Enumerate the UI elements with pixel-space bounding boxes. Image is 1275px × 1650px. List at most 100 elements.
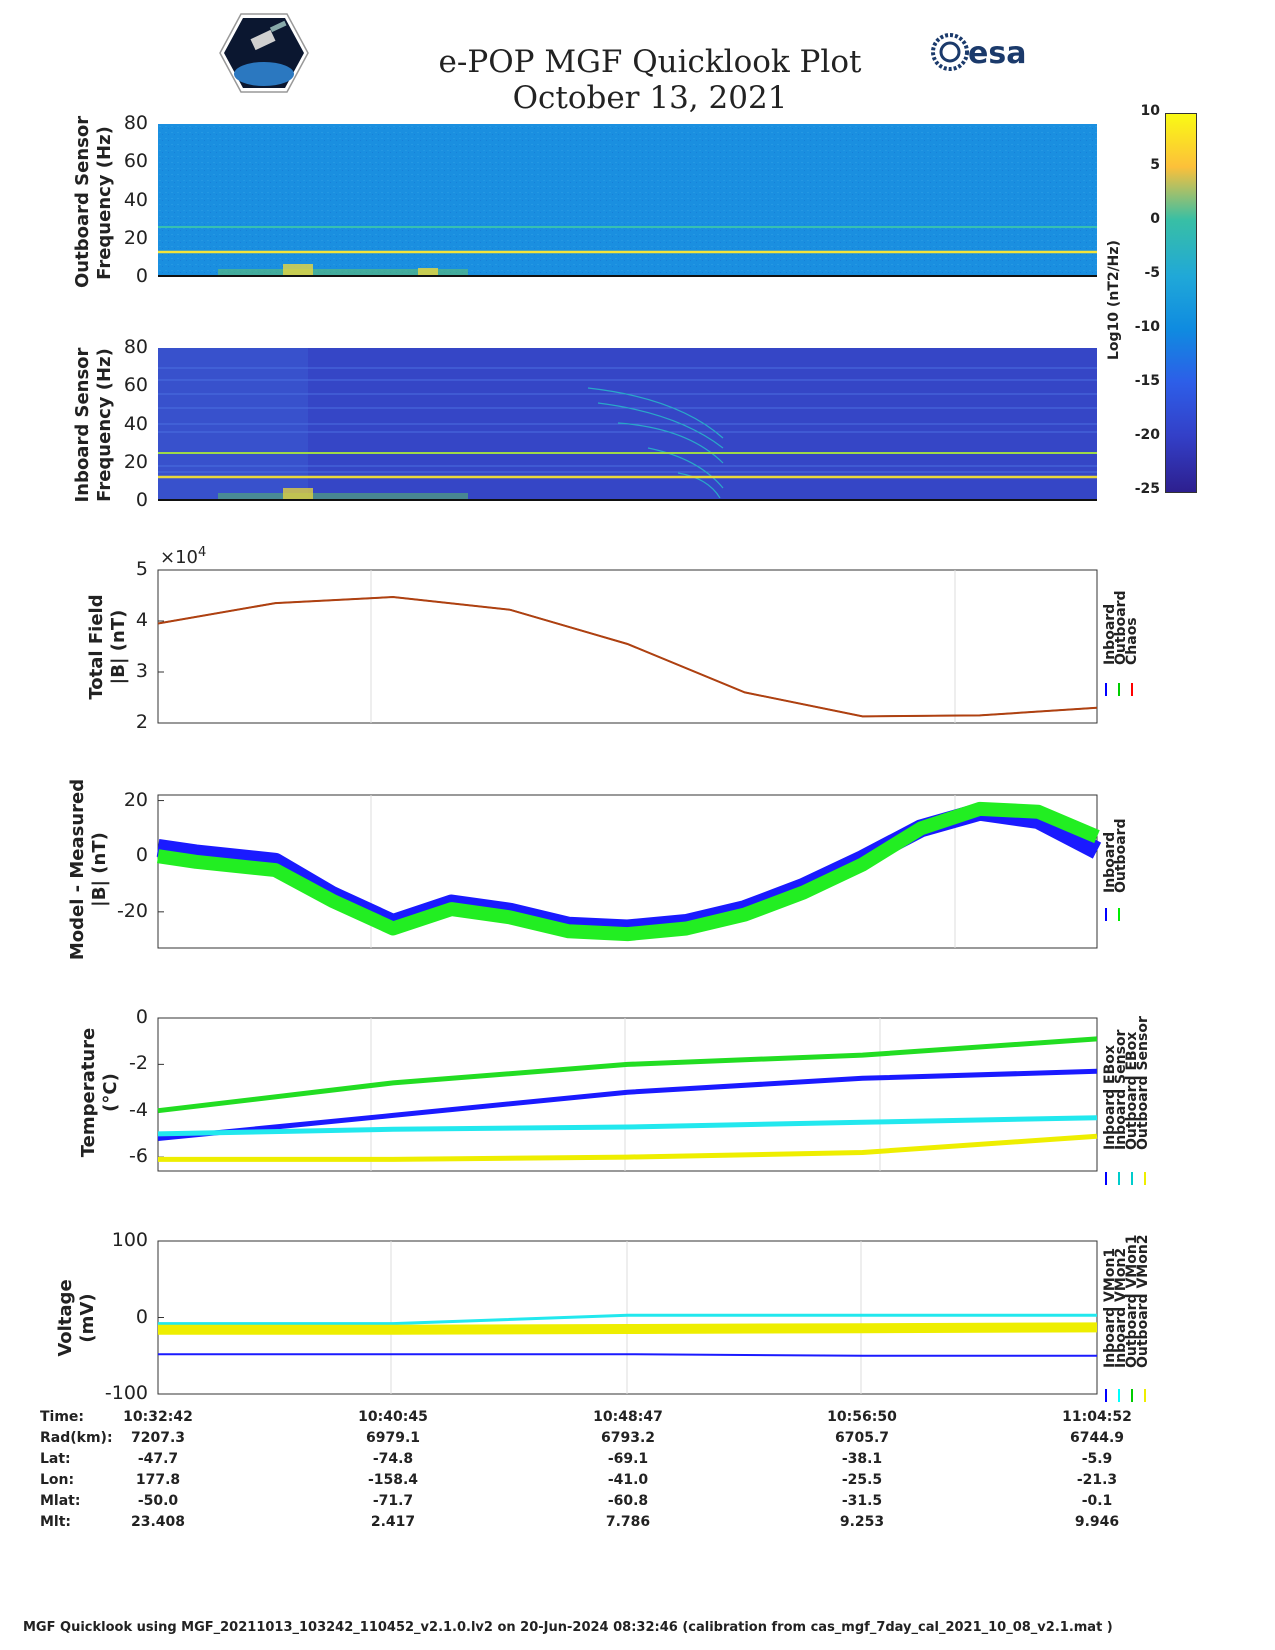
esa-logo: esa <box>930 30 1040 74</box>
temperature-panel <box>157 1017 1098 1172</box>
orbit-value: 10:32:42 <box>123 1409 193 1425</box>
ytick-label: 0 <box>135 1305 148 1328</box>
legend-swatch <box>1105 1389 1107 1402</box>
temperature-ylabel: Temperature (°C) <box>78 1027 121 1158</box>
orbit-value: -25.5 <box>841 1472 883 1488</box>
ytick-label: 40 <box>123 188 148 211</box>
orbit-value: 10:48:47 <box>593 1409 663 1425</box>
orbit-value: -38.1 <box>841 1451 883 1467</box>
orbit-value: 10:56:50 <box>827 1409 897 1425</box>
orbit-row-label: Time: <box>40 1409 85 1425</box>
ytick-label: -100 <box>104 1382 148 1404</box>
orbit-row-label: Mlt: <box>40 1514 72 1530</box>
ytick-label: 80 <box>123 336 148 358</box>
outboard-spectrogram <box>158 124 1097 277</box>
legend-swatch <box>1144 1172 1146 1185</box>
series-line-chaos <box>157 595 1098 718</box>
series-line-outboard-ebox <box>157 1115 1098 1137</box>
orbit-value: -5.9 <box>1081 1451 1113 1467</box>
ytick-label: -6 <box>129 1145 148 1168</box>
ytick-label: 0 <box>135 1006 148 1028</box>
legend-swatch <box>1118 908 1120 921</box>
total-field-exponent: ×104 <box>160 545 207 568</box>
orbit-value: 2.417 <box>370 1514 416 1530</box>
orbit-row-label: Rad(km): <box>40 1430 113 1446</box>
legend-label-outboard-vmon2: Outboard VMon2 <box>1135 1234 1151 1368</box>
orbit-value: -71.7 <box>372 1493 414 1509</box>
ytick-label: 80 <box>123 112 148 134</box>
cassiope-logo <box>218 12 310 94</box>
orbit-value: 10:40:45 <box>358 1409 428 1425</box>
model_measured-panel <box>156 794 1102 949</box>
total_field-axes-box <box>157 569 1098 724</box>
orbit-value: -158.4 <box>367 1472 419 1488</box>
orbit-value: -60.8 <box>607 1493 649 1509</box>
ytick-label: 20 <box>123 226 148 249</box>
voltage-ylabel: Voltage (mV) <box>55 1279 98 1357</box>
orbit-value: 6705.7 <box>834 1430 890 1446</box>
ytick-label: 4 <box>135 609 148 631</box>
ytick-label: 60 <box>123 150 148 173</box>
orbit-row-label: Mlat: <box>40 1493 81 1509</box>
plot-title-line1: e-POP MGF Quicklook Plot <box>438 44 862 80</box>
colorbar-tick: -20 <box>1134 427 1160 443</box>
orbit-value: 11:04:52 <box>1062 1409 1132 1425</box>
ytick-label: -20 <box>116 899 148 922</box>
orbit-value: -50.0 <box>137 1493 179 1509</box>
legend-label-outboard: Outboard <box>1113 818 1129 893</box>
orbit-value: -47.7 <box>137 1451 179 1467</box>
voltage-panel <box>157 1240 1098 1395</box>
orbit-value: -31.5 <box>841 1493 883 1509</box>
colorbar <box>1165 113 1197 493</box>
ytick-label: 20 <box>123 788 148 811</box>
plot-title-line2: October 13, 2021 <box>512 80 788 116</box>
orbit-value: 6793.2 <box>600 1430 656 1446</box>
legend-swatch <box>1131 1172 1133 1185</box>
esa-logo-text: esa <box>968 36 1026 71</box>
ytick-label: 40 <box>123 412 148 435</box>
series-line-outboard-sensor <box>158 1133 1098 1162</box>
legend-swatch <box>1118 1389 1120 1402</box>
orbit-value: 6979.1 <box>365 1430 421 1446</box>
ytick-label: 0 <box>135 844 148 867</box>
series-band-outboard <box>156 801 1100 942</box>
legend-swatch <box>1131 683 1133 696</box>
outboard-spectrogram-svg <box>158 124 1097 277</box>
orbit-value: 23.408 <box>130 1514 186 1530</box>
colorbar-tick: 10 <box>1140 103 1160 119</box>
orbit-value: 7.786 <box>605 1514 651 1530</box>
legend-label-outboard-sensor: Outboard Sensor <box>1135 1016 1151 1150</box>
ytick-label: -2 <box>129 1052 148 1075</box>
ytick-label: 3 <box>135 660 148 682</box>
legend-swatch <box>1105 908 1107 921</box>
series-line-inboard-sensor <box>157 1068 1098 1141</box>
orbit-value: 9.253 <box>839 1514 885 1530</box>
colorbar-tick: -5 <box>1144 265 1160 281</box>
series-line-inboard-vmon2 <box>158 1313 1097 1326</box>
legend-swatch <box>1105 683 1107 696</box>
orbit-value: -74.8 <box>372 1451 414 1467</box>
orbit-value: -69.1 <box>607 1451 649 1467</box>
orbit-value: -21.3 <box>1076 1472 1118 1488</box>
colorbar-tick: -15 <box>1134 373 1160 389</box>
legend-swatch <box>1144 1389 1146 1402</box>
orbit-value: 7207.3 <box>130 1430 186 1446</box>
orbit-value: 9.946 <box>1074 1514 1120 1530</box>
series-line-outboard-vmon2 <box>158 1322 1098 1335</box>
ytick-label: 20 <box>123 450 148 473</box>
inboard-spectrogram <box>158 348 1097 501</box>
ytick-label: -4 <box>129 1098 148 1121</box>
colorbar-tick: 0 <box>1150 211 1160 227</box>
footer-note: MGF Quicklook using MGF_20211013_103242_… <box>23 1620 1113 1635</box>
ytick-label: 0 <box>135 489 148 511</box>
legend-swatch <box>1131 1389 1133 1402</box>
legend-swatch <box>1105 1172 1107 1185</box>
legend-swatch <box>1118 1172 1120 1185</box>
orbit-value: 177.8 <box>135 1472 181 1488</box>
orbit-row-label: Lon: <box>40 1472 75 1488</box>
orbit-value: 6744.9 <box>1069 1430 1125 1446</box>
colorbar-tick: 5 <box>1150 157 1160 173</box>
orbit-row-label: Lat: <box>40 1451 71 1467</box>
ytick-label: 2 <box>135 711 148 733</box>
